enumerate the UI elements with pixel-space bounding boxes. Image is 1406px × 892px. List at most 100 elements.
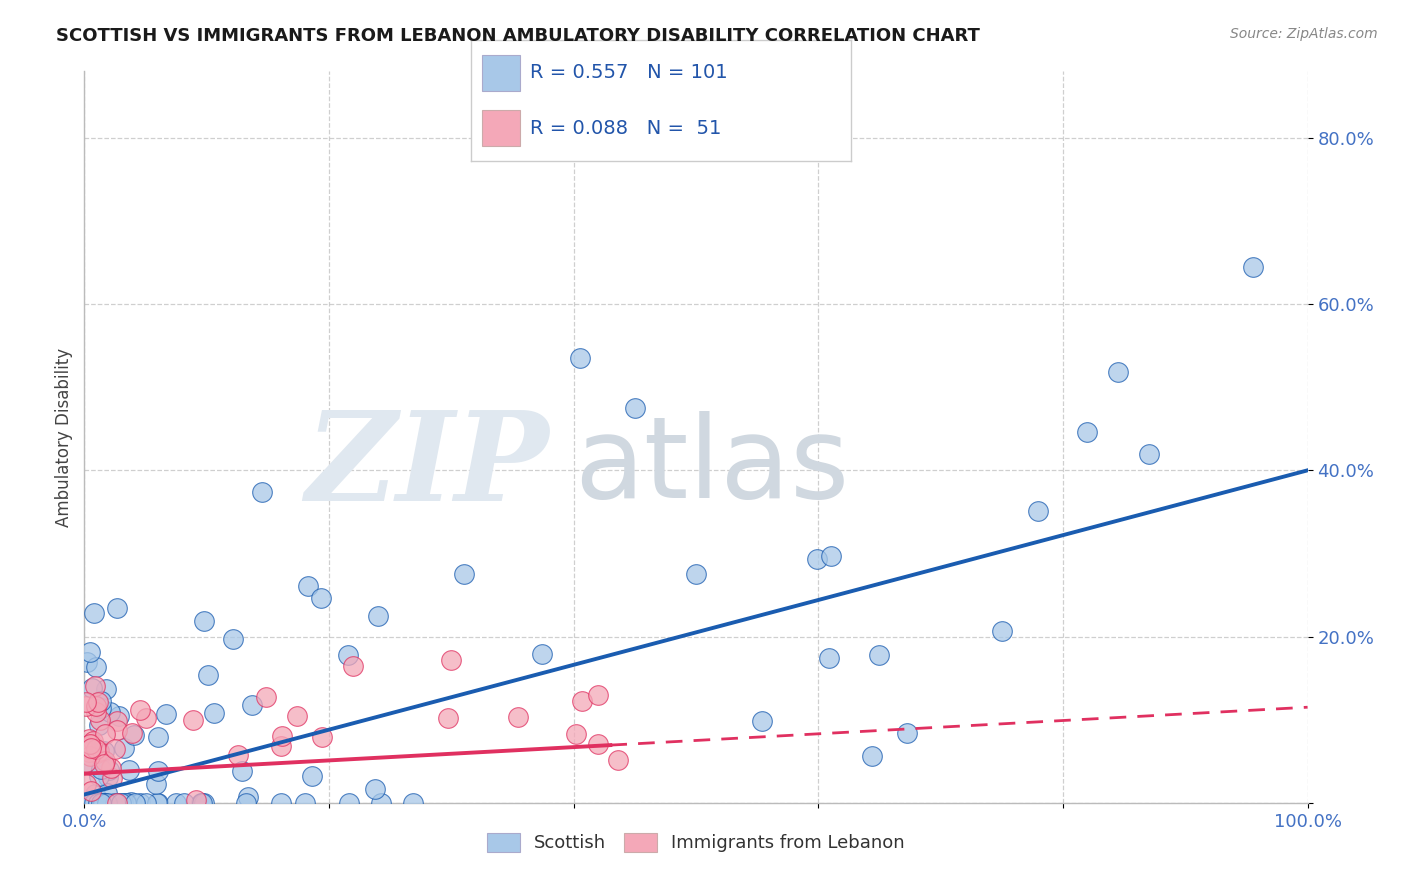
Point xyxy=(367,609,389,624)
Y-axis label: Ambulatory Disability: Ambulatory Disability xyxy=(55,348,73,526)
Point xyxy=(226,747,249,762)
Point xyxy=(76,796,98,810)
Point xyxy=(453,567,475,582)
Point xyxy=(337,796,360,810)
Point xyxy=(79,645,101,659)
Point xyxy=(93,744,115,758)
Point xyxy=(94,727,117,741)
Legend: Scottish, Immigrants from Lebanon: Scottish, Immigrants from Lebanon xyxy=(479,826,912,860)
Point xyxy=(184,792,207,806)
Point xyxy=(86,699,108,714)
Point xyxy=(193,614,215,628)
Point xyxy=(202,706,225,720)
Point xyxy=(105,600,128,615)
Point xyxy=(96,796,118,810)
Point xyxy=(94,681,117,696)
Point xyxy=(1137,447,1160,461)
Point xyxy=(301,768,323,782)
Point xyxy=(685,567,707,582)
Point xyxy=(120,795,142,809)
Point xyxy=(91,796,114,810)
Point xyxy=(240,698,263,712)
Point xyxy=(93,756,115,771)
Point xyxy=(89,713,111,727)
Point xyxy=(173,796,195,810)
Point xyxy=(401,796,423,810)
Text: Source: ZipAtlas.com: Source: ZipAtlas.com xyxy=(1230,27,1378,41)
Point xyxy=(82,796,104,810)
Point xyxy=(135,711,157,725)
Point xyxy=(115,796,138,810)
Point xyxy=(87,796,110,810)
Point xyxy=(146,796,169,810)
Point xyxy=(270,729,292,743)
Point xyxy=(118,763,141,777)
Point xyxy=(105,796,128,810)
Point xyxy=(860,748,883,763)
Point xyxy=(896,726,918,740)
Point xyxy=(231,764,253,779)
Text: SCOTTISH VS IMMIGRANTS FROM LEBANON AMBULATORY DISABILITY CORRELATION CHART: SCOTTISH VS IMMIGRANTS FROM LEBANON AMBU… xyxy=(56,27,980,45)
Point xyxy=(90,796,112,810)
Point xyxy=(83,796,105,810)
Point xyxy=(114,796,136,810)
Point xyxy=(370,796,392,810)
Point xyxy=(129,703,152,717)
Point xyxy=(254,690,277,704)
Point xyxy=(285,709,308,723)
Point xyxy=(868,648,890,662)
Point xyxy=(83,606,105,620)
Point xyxy=(806,552,828,566)
Point xyxy=(76,655,98,669)
Point xyxy=(991,624,1014,639)
Point xyxy=(84,660,107,674)
Point xyxy=(75,755,97,769)
Point xyxy=(91,796,114,810)
Point xyxy=(191,796,214,810)
Point xyxy=(440,653,463,667)
Point xyxy=(87,695,110,709)
Point xyxy=(112,796,135,810)
Point xyxy=(100,761,122,775)
Point xyxy=(506,710,529,724)
Point xyxy=(107,723,129,738)
Point xyxy=(624,401,647,415)
Point xyxy=(91,796,114,810)
Point xyxy=(84,680,107,694)
Point xyxy=(1028,504,1050,518)
Point xyxy=(75,796,97,810)
Point xyxy=(1107,365,1129,379)
Point xyxy=(90,763,112,777)
Point xyxy=(309,591,332,606)
Point xyxy=(122,728,145,742)
Point xyxy=(565,727,588,741)
Point xyxy=(607,753,630,767)
Point xyxy=(79,741,101,756)
Point xyxy=(83,787,105,801)
Point xyxy=(79,737,101,751)
Point xyxy=(364,782,387,797)
Point xyxy=(82,737,104,751)
Point xyxy=(165,796,187,810)
Point xyxy=(1076,425,1098,440)
Text: R = 0.557   N = 101: R = 0.557 N = 101 xyxy=(530,63,727,82)
Point xyxy=(87,718,110,732)
Point xyxy=(105,714,128,728)
FancyBboxPatch shape xyxy=(482,110,520,146)
Text: atlas: atlas xyxy=(574,411,849,522)
Point xyxy=(270,796,292,810)
Point xyxy=(531,647,554,661)
Point xyxy=(820,549,842,563)
Point xyxy=(124,796,146,810)
Point xyxy=(146,730,169,744)
Point xyxy=(101,771,124,785)
Point xyxy=(80,741,103,756)
Point xyxy=(101,796,124,810)
Point xyxy=(108,709,131,723)
Point xyxy=(181,713,204,727)
Point xyxy=(222,632,245,646)
Point xyxy=(84,705,107,719)
Point xyxy=(90,694,112,708)
Point xyxy=(197,668,219,682)
Point xyxy=(146,764,169,778)
